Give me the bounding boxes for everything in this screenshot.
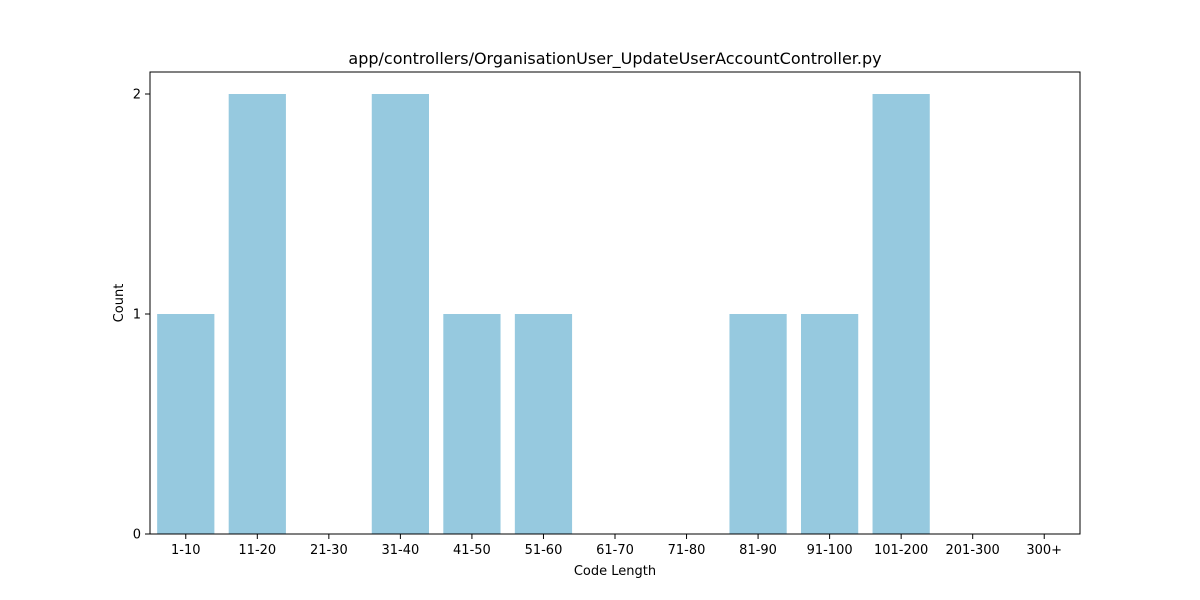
y-tick-label: 1 (133, 308, 141, 323)
x-tick-label: 1-10 (171, 543, 201, 558)
y-axis-label: Count (112, 284, 127, 323)
chart-title: app/controllers/OrganisationUser_UpdateU… (348, 49, 881, 69)
x-tick-label: 41-50 (453, 543, 491, 558)
x-tick-label: 201-300 (946, 543, 1000, 558)
x-tick-label: 71-80 (668, 543, 706, 558)
y-tick-label: 2 (133, 88, 141, 103)
x-tick-label: 81-90 (739, 543, 777, 558)
bar-81-90 (729, 314, 787, 534)
x-tick-label: 91-100 (807, 543, 853, 558)
x-tick-label: 101-200 (874, 543, 928, 558)
x-tick-label: 11-20 (238, 543, 276, 558)
bar-101-200 (872, 94, 930, 534)
x-tick-label: 300+ (1026, 543, 1062, 558)
x-axis-ticks: 1-10 11-20 21-30 31-40 41-50 51-60 61-70 71-80 8… (171, 534, 1062, 558)
x-tick-label: 51-60 (525, 543, 563, 558)
plot-frame (149, 71, 1081, 535)
bar-31-40 (371, 94, 429, 534)
bar-41-50 (443, 314, 501, 534)
x-axis-label: Code Length (574, 564, 656, 579)
y-tick-label: 0 (133, 528, 141, 543)
bar-91-100 (801, 314, 859, 534)
y-axis-ticks: 0 1 2 (133, 88, 150, 543)
x-tick-label: 21-30 (310, 543, 348, 558)
bar-1-10 (157, 314, 215, 534)
x-tick-label: 61-70 (596, 543, 634, 558)
bars-group (157, 94, 930, 534)
bar-11-20 (228, 94, 286, 534)
x-tick-label: 31-40 (381, 543, 419, 558)
bar-51-60 (514, 314, 573, 534)
